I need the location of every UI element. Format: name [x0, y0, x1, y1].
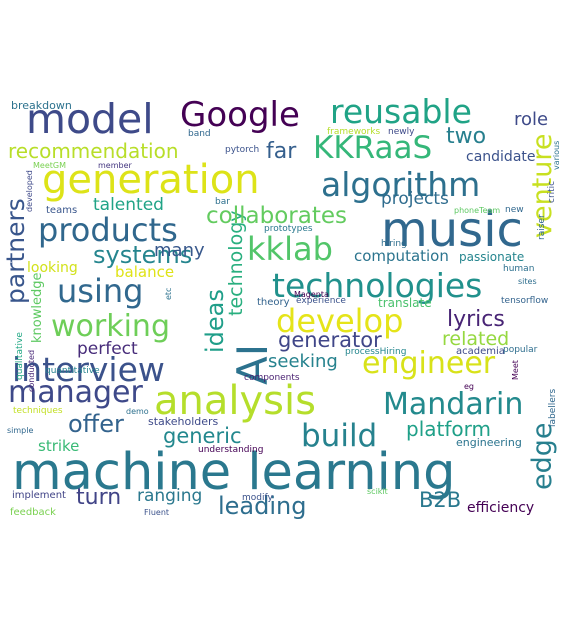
word-perfect: perfect — [77, 339, 138, 359]
word-theory: theory — [257, 297, 290, 308]
word-popular: popular — [503, 345, 538, 355]
word-generation: generation — [42, 157, 260, 203]
word-ranging: ranging — [137, 486, 203, 506]
word-build: build — [301, 418, 378, 454]
word-turn: turn — [76, 485, 122, 510]
word-generator: generator — [278, 328, 382, 352]
word-magenta: Magenta — [294, 290, 329, 299]
word-efficiency: efficiency — [467, 500, 535, 516]
word-platform: platform — [406, 417, 491, 441]
word-analysis: analysis — [154, 378, 316, 424]
word-meetgm: MeetGM — [33, 161, 66, 170]
word-knowledge: knowledge — [30, 272, 45, 343]
word-simple: simple — [7, 426, 34, 435]
word-mandarin: Mandarin — [383, 387, 524, 422]
word-b2b: B2B — [419, 488, 462, 512]
word-scikit: scikit — [367, 487, 388, 496]
word-talented: talented — [93, 195, 164, 215]
word-generic: generic — [163, 424, 242, 448]
word-newly: newly — [388, 127, 415, 137]
word-translate: translate — [378, 296, 432, 310]
word-passionate: passionate — [459, 250, 525, 264]
word-implement: implement — [12, 490, 66, 501]
word-technologies: technologies — [272, 266, 483, 305]
word-modify: modify — [242, 493, 273, 503]
word-ideas: ideas — [201, 289, 229, 353]
word-music: music — [381, 202, 523, 258]
word-critic: critic — [547, 180, 557, 203]
word-experience: experience — [296, 296, 346, 306]
word-looking: looking — [27, 260, 78, 276]
word-machine-learning: machine learning — [12, 443, 456, 502]
word-technology: collaborates — [206, 203, 347, 229]
word-reusable: reusable — [330, 92, 472, 131]
word-leading: lyrics — [447, 307, 505, 332]
word-related: related — [442, 328, 510, 350]
word-balance: balance — [115, 263, 175, 281]
word-collaborates: leading — [218, 492, 307, 520]
word-human: human — [503, 264, 535, 274]
word-candidate: candidate — [466, 149, 536, 165]
word-partners: partners — [1, 198, 30, 304]
word-working: working — [51, 309, 170, 344]
word-prototypes: prototypes — [264, 224, 313, 234]
word-eg: eg — [464, 382, 474, 391]
word-various: various — [552, 140, 561, 170]
word-interview: interview — [12, 350, 165, 389]
word-manager: manager — [8, 375, 143, 410]
word-demo: demo — [126, 407, 149, 416]
word-components: components — [244, 373, 300, 383]
word-two: far — [266, 139, 297, 164]
word-phoneteam: phoneTeam — [454, 206, 501, 215]
word-recommendation: recommendation — [8, 139, 179, 163]
word-strike: strike — [38, 437, 80, 455]
word-sites: sites — [518, 277, 537, 286]
word-meet: Meet — [511, 360, 520, 380]
word-bar: bar — [215, 197, 230, 207]
word-fluent: Fluent — [144, 508, 170, 517]
word-products: products — [38, 211, 178, 249]
word-using: using — [57, 272, 144, 310]
word-etc: etc — [164, 287, 173, 300]
word-breakdown: breakdown — [11, 99, 72, 112]
word-kkraas: KKRaaS — [313, 130, 433, 166]
word-frameworks: frameworks — [327, 127, 381, 137]
word-role: role — [514, 109, 549, 130]
word-computation: computation — [354, 247, 449, 265]
word-stakeholders: stakeholders — [148, 415, 219, 428]
word-tensorflow: tensorflow — [501, 296, 549, 306]
word-band: band — [188, 129, 211, 139]
word-seeking: seeking — [268, 351, 338, 372]
word-hiring: hiring — [381, 239, 407, 249]
word-developed: developed — [25, 170, 34, 212]
word-raiser: raiser — [537, 214, 547, 240]
word-algorithm: algorithm — [321, 165, 481, 204]
word-member: member — [98, 161, 132, 170]
word-offer: offer — [68, 410, 124, 438]
word-qualitative: qualitative — [15, 332, 25, 380]
word-labellers: labellers — [548, 388, 558, 427]
word-teams: teams — [46, 205, 78, 216]
word-far: systems — [93, 241, 193, 269]
word-feedback: feedback — [10, 507, 56, 518]
word-kklab: kklab — [247, 230, 333, 268]
word-engineering: engineering — [456, 436, 522, 449]
word-model: model — [26, 95, 154, 143]
word-academia: academia — [456, 346, 505, 357]
word-develop: develop — [276, 302, 404, 340]
word-new: new — [505, 205, 524, 215]
word-processhiring: processHiring — [345, 347, 407, 357]
word-edge: edge — [527, 422, 558, 491]
word-quantitative: quantitative — [45, 366, 100, 376]
word-conducted: conducted — [27, 349, 36, 392]
word-google: Google — [180, 95, 300, 135]
word-many: many — [154, 240, 205, 261]
word-pytorch: pytorch — [225, 145, 260, 155]
word-understanding: understanding — [198, 445, 264, 455]
word-lyrics: two — [446, 124, 487, 149]
word-techniques: techniques — [13, 406, 63, 416]
word-projects: projects — [381, 189, 449, 209]
word-engineer: engineer — [362, 346, 496, 381]
